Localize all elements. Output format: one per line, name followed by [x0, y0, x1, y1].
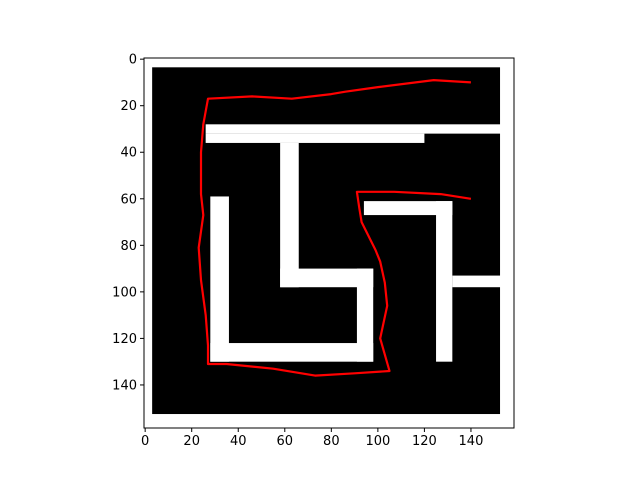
y-tick-label: 60: [120, 192, 137, 207]
y-axis: 0 20 40 60 80 100 120 140: [112, 53, 144, 393]
free-region-outer-border-left: [144, 58, 153, 428]
y-tick-label: 120: [112, 332, 137, 347]
x-tick-label: 60: [277, 434, 294, 449]
y-tick-label: 140: [112, 378, 137, 393]
x-tick-label: 140: [459, 434, 484, 449]
free-region-right-vertical: [436, 201, 453, 362]
free-region-center-vertical: [280, 142, 299, 288]
x-tick-label: 100: [365, 434, 390, 449]
free-region-top-bar: [205, 124, 502, 134]
axes-frame: [143, 57, 515, 429]
free-region-outer-border-bottom: [144, 414, 514, 428]
occupancy-map-image: [144, 58, 514, 428]
free-region-top-bar-lower: [205, 133, 425, 143]
y-tick-label: 40: [120, 146, 137, 161]
free-region-right-horizontal: [452, 275, 502, 288]
x-tick-label: 40: [230, 434, 247, 449]
x-tick-label: 0: [141, 434, 149, 449]
path-series: [197, 78, 472, 377]
free-region-inner-right-vertical: [356, 268, 374, 362]
path-line-0: [197, 78, 472, 377]
y-tick-label: 80: [120, 239, 137, 254]
y-tick-label: 100: [112, 285, 137, 300]
free-region-outer-border-top: [144, 58, 514, 68]
x-tick-label: 80: [323, 434, 340, 449]
y-tick-label: 20: [120, 99, 137, 114]
x-tick-label: 20: [183, 434, 200, 449]
y-tick-label: 0: [129, 53, 137, 68]
free-region-right-top-bar: [363, 201, 453, 216]
free-region-outer-border-right: [500, 58, 514, 428]
free-region-center-horizontal: [280, 268, 374, 288]
free-region-left-vertical: [210, 196, 229, 362]
x-axis: 0 20 40 60 80 100 120 140: [141, 428, 483, 449]
x-tick-label: 120: [412, 434, 437, 449]
free-region-bottom-bar: [210, 343, 374, 362]
